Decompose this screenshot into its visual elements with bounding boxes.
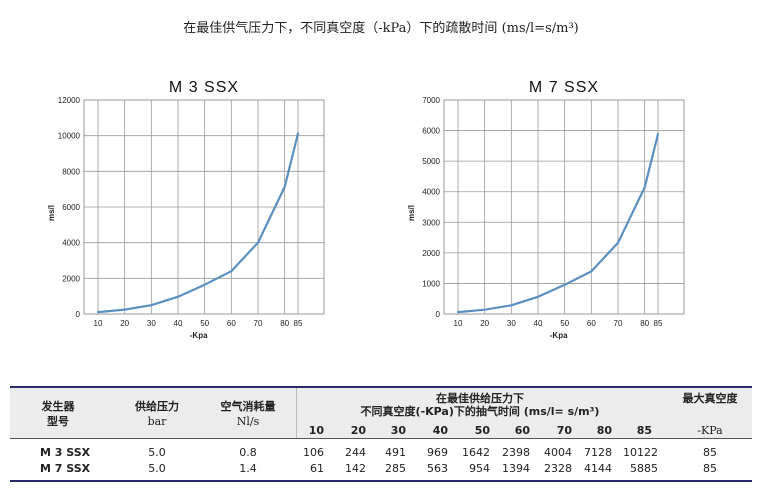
row-air-m7: 1.4 — [239, 462, 257, 475]
series-line — [96, 132, 300, 314]
row-time-m3-85: 10122 — [623, 446, 658, 459]
header-max-unit: -KPa — [697, 424, 723, 437]
row-model-m7: M 7 SSX — [40, 462, 91, 475]
header-max-label: 最大真空度 — [682, 392, 738, 405]
y-tick-label: 6000 — [62, 203, 80, 212]
y-axis-label: ms/l — [407, 205, 416, 221]
row-time-m7-80: 4144 — [584, 462, 612, 475]
y-tick-label: 2000 — [422, 249, 440, 258]
table-bottom-rule — [10, 480, 752, 482]
y-tick-label: 7000 — [422, 96, 440, 105]
x-tick-label: 60 — [587, 319, 596, 328]
x-tick-label: 40 — [534, 319, 543, 328]
spec-table: 发生器 型号 供给压力 bar 空气消耗量 Nl/s 在最佳供给压力下 不同真空… — [10, 386, 752, 484]
row-time-m3-70: 4004 — [544, 446, 572, 459]
chart-m7-ssx: M 7 SSX 0 1000 2000 3000 4000 5000 6000 7000 10 20… — [407, 79, 685, 340]
header-time-label: 在最佳供给压力下 — [436, 392, 524, 405]
row-time-m7-10: 61 — [310, 462, 324, 475]
header-pressure-unit: bar — [147, 415, 167, 428]
x-tick-label: 10 — [94, 319, 103, 328]
y-tick-label: 4000 — [422, 188, 440, 197]
row-time-m3-80: 7128 — [584, 446, 612, 459]
x-tick-label: 60 — [227, 319, 236, 328]
x-tick-label: 85 — [654, 319, 663, 328]
row-time-m3-10: 106 — [303, 446, 324, 459]
y-tick-label: 1000 — [422, 279, 440, 288]
kpa-col-70: 70 — [556, 424, 572, 437]
row-time-m3-30: 491 — [385, 446, 406, 459]
row-max-m7: 85 — [703, 462, 717, 475]
y-tick-label: 8000 — [62, 167, 80, 176]
kpa-col-80: 80 — [596, 424, 612, 437]
row-time-m7-30: 285 — [385, 462, 406, 475]
row-time-m7-20: 142 — [345, 462, 366, 475]
table-header-divider — [296, 388, 297, 438]
x-axis-label: -Kpa — [550, 331, 568, 340]
kpa-col-10: 10 — [308, 424, 324, 437]
y-tick-label: 4000 — [62, 239, 80, 248]
row-max-m3: 85 — [703, 446, 717, 459]
y-axis-label: ms/l — [47, 205, 56, 221]
x-tick-label: 70 — [254, 319, 263, 328]
kpa-col-60: 60 — [514, 424, 530, 437]
chart-m3-ssx: M 3 SSX 0 2000 4000 6000 8000 10000 12000 10 20 30… — [47, 79, 325, 340]
page-title: 在最佳供气压力下，不同真空度（-kPa）下的疏散时间 (ms/l=s/m³) — [183, 21, 579, 36]
x-tick-label: 30 — [147, 319, 156, 328]
kpa-col-85: 85 — [636, 424, 652, 437]
y-tick-label: 6000 — [422, 127, 440, 136]
header-model-label: 发生器 — [41, 400, 75, 413]
y-tick-label: 0 — [436, 310, 441, 319]
row-time-m3-20: 244 — [345, 446, 366, 459]
table-header-rule — [10, 438, 752, 439]
row-pressure-m7: 5.0 — [148, 462, 166, 475]
chart-title: M 3 SSX — [169, 79, 239, 96]
chart-title: M 7 SSX — [529, 79, 599, 96]
table-top-rule — [10, 386, 752, 388]
x-tick-label: 70 — [614, 319, 623, 328]
x-tick-label: 40 — [174, 319, 183, 328]
kpa-col-50: 50 — [474, 424, 490, 437]
y-tick-label: 10000 — [58, 132, 81, 141]
series-line — [456, 132, 660, 314]
x-axis-label: -Kpa — [190, 331, 208, 340]
y-tick-label: 2000 — [62, 274, 80, 283]
row-time-m7-60: 1394 — [502, 462, 530, 475]
y-tick-label: 5000 — [422, 157, 440, 166]
x-tick-label: 20 — [120, 319, 129, 328]
row-time-m3-60: 2398 — [502, 446, 530, 459]
header-model-sub: 型号 — [47, 415, 69, 428]
header-time-sub: 不同真空度(-KPa)下的抽气时间 (ms/l= s/m³) — [360, 405, 600, 418]
table-header — [10, 388, 752, 438]
y-tick-label: 0 — [76, 310, 81, 319]
row-air-m3: 0.8 — [239, 446, 257, 459]
header-pressure-label: 供给压力 — [135, 400, 179, 413]
x-tick-label: 80 — [640, 319, 649, 328]
header-air-label: 空气消耗量 — [220, 400, 276, 413]
row-pressure-m3: 5.0 — [148, 446, 166, 459]
x-tick-label: 30 — [507, 319, 516, 328]
row-model-m3: M 3 SSX — [40, 446, 91, 459]
x-tick-label: 80 — [280, 319, 289, 328]
header-air-unit: Nl/s — [236, 415, 260, 428]
kpa-col-20: 20 — [350, 424, 366, 437]
row-time-m3-50: 1642 — [462, 446, 490, 459]
plot-frame — [443, 99, 685, 315]
x-tick-label: 20 — [480, 319, 489, 328]
x-tick-label: 50 — [200, 319, 209, 328]
row-time-m3-40: 969 — [427, 446, 448, 459]
x-tick-label: 85 — [294, 319, 303, 328]
x-tick-label: 10 — [454, 319, 463, 328]
kpa-col-30: 30 — [390, 424, 406, 437]
row-time-m7-50: 954 — [469, 462, 490, 475]
row-time-m7-40: 563 — [427, 462, 448, 475]
x-tick-label: 50 — [560, 319, 569, 328]
y-tick-label: 3000 — [422, 218, 440, 227]
y-tick-label: 12000 — [58, 96, 81, 105]
kpa-col-40: 40 — [432, 424, 448, 437]
row-time-m7-70: 2328 — [544, 462, 572, 475]
row-time-m7-85: 5885 — [630, 462, 658, 475]
